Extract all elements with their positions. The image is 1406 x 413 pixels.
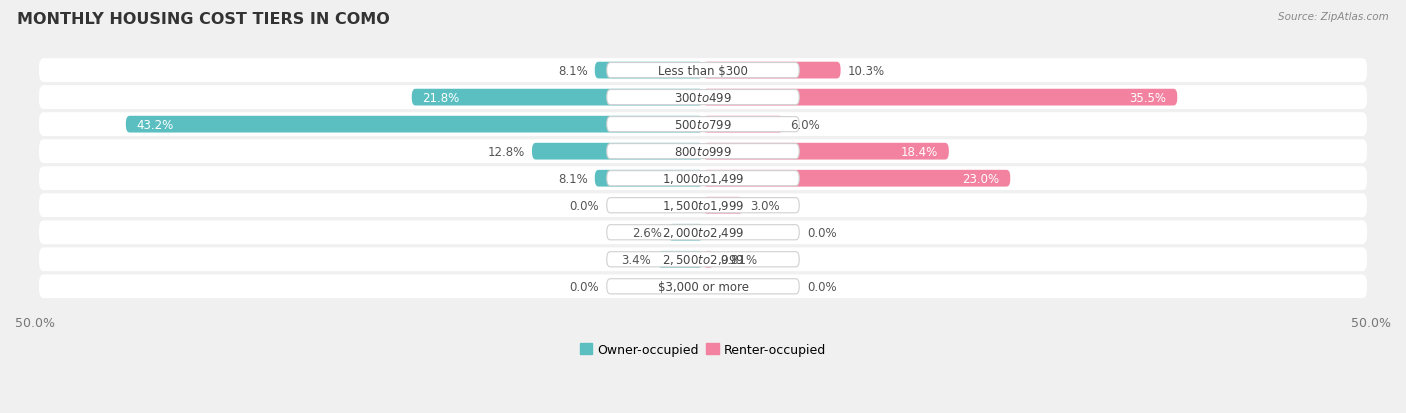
Text: 0.0%: 0.0% bbox=[807, 280, 837, 293]
Text: Source: ZipAtlas.com: Source: ZipAtlas.com bbox=[1278, 12, 1389, 22]
FancyBboxPatch shape bbox=[607, 279, 799, 294]
Text: $300 to $499: $300 to $499 bbox=[673, 91, 733, 104]
Text: 18.4%: 18.4% bbox=[901, 145, 938, 158]
FancyBboxPatch shape bbox=[39, 140, 1367, 164]
Text: 21.8%: 21.8% bbox=[422, 91, 460, 104]
FancyBboxPatch shape bbox=[607, 198, 799, 213]
FancyBboxPatch shape bbox=[39, 221, 1367, 244]
FancyBboxPatch shape bbox=[703, 171, 1011, 187]
Text: $2,000 to $2,499: $2,000 to $2,499 bbox=[662, 226, 744, 240]
FancyBboxPatch shape bbox=[607, 171, 799, 186]
FancyBboxPatch shape bbox=[703, 143, 949, 160]
FancyBboxPatch shape bbox=[668, 224, 703, 241]
Text: 2.6%: 2.6% bbox=[631, 226, 662, 239]
FancyBboxPatch shape bbox=[703, 116, 783, 133]
FancyBboxPatch shape bbox=[39, 194, 1367, 218]
Legend: Owner-occupied, Renter-occupied: Owner-occupied, Renter-occupied bbox=[575, 338, 831, 361]
FancyBboxPatch shape bbox=[607, 144, 799, 159]
FancyBboxPatch shape bbox=[595, 171, 703, 187]
Text: 35.5%: 35.5% bbox=[1129, 91, 1167, 104]
FancyBboxPatch shape bbox=[127, 116, 703, 133]
FancyBboxPatch shape bbox=[39, 275, 1367, 299]
FancyBboxPatch shape bbox=[658, 251, 703, 268]
FancyBboxPatch shape bbox=[703, 62, 841, 79]
Text: MONTHLY HOUSING COST TIERS IN COMO: MONTHLY HOUSING COST TIERS IN COMO bbox=[17, 12, 389, 27]
FancyBboxPatch shape bbox=[607, 252, 799, 267]
FancyBboxPatch shape bbox=[39, 59, 1367, 83]
Text: $800 to $999: $800 to $999 bbox=[673, 145, 733, 158]
Text: 43.2%: 43.2% bbox=[136, 119, 174, 131]
FancyBboxPatch shape bbox=[39, 248, 1367, 271]
Text: $1,000 to $1,499: $1,000 to $1,499 bbox=[662, 172, 744, 186]
Text: $1,500 to $1,999: $1,500 to $1,999 bbox=[662, 199, 744, 213]
Text: $500 to $799: $500 to $799 bbox=[673, 119, 733, 131]
Text: 12.8%: 12.8% bbox=[488, 145, 526, 158]
Text: Less than $300: Less than $300 bbox=[658, 64, 748, 77]
Text: 0.0%: 0.0% bbox=[807, 226, 837, 239]
Text: 6.0%: 6.0% bbox=[790, 119, 820, 131]
Text: 8.1%: 8.1% bbox=[558, 64, 588, 77]
Text: $2,500 to $2,999: $2,500 to $2,999 bbox=[662, 253, 744, 267]
FancyBboxPatch shape bbox=[607, 63, 799, 78]
Text: 3.4%: 3.4% bbox=[621, 253, 651, 266]
FancyBboxPatch shape bbox=[703, 251, 714, 268]
FancyBboxPatch shape bbox=[39, 113, 1367, 137]
FancyBboxPatch shape bbox=[607, 90, 799, 105]
FancyBboxPatch shape bbox=[39, 167, 1367, 191]
Text: 0.0%: 0.0% bbox=[569, 280, 599, 293]
Text: 3.0%: 3.0% bbox=[749, 199, 779, 212]
FancyBboxPatch shape bbox=[703, 197, 744, 214]
Text: 0.81%: 0.81% bbox=[720, 253, 758, 266]
FancyBboxPatch shape bbox=[607, 117, 799, 133]
Text: 0.0%: 0.0% bbox=[569, 199, 599, 212]
Text: $3,000 or more: $3,000 or more bbox=[658, 280, 748, 293]
Text: 8.1%: 8.1% bbox=[558, 172, 588, 185]
FancyBboxPatch shape bbox=[412, 90, 703, 106]
FancyBboxPatch shape bbox=[595, 62, 703, 79]
Text: 23.0%: 23.0% bbox=[963, 172, 1000, 185]
Text: 10.3%: 10.3% bbox=[848, 64, 884, 77]
FancyBboxPatch shape bbox=[703, 90, 1177, 106]
FancyBboxPatch shape bbox=[39, 86, 1367, 110]
FancyBboxPatch shape bbox=[531, 143, 703, 160]
FancyBboxPatch shape bbox=[607, 225, 799, 240]
